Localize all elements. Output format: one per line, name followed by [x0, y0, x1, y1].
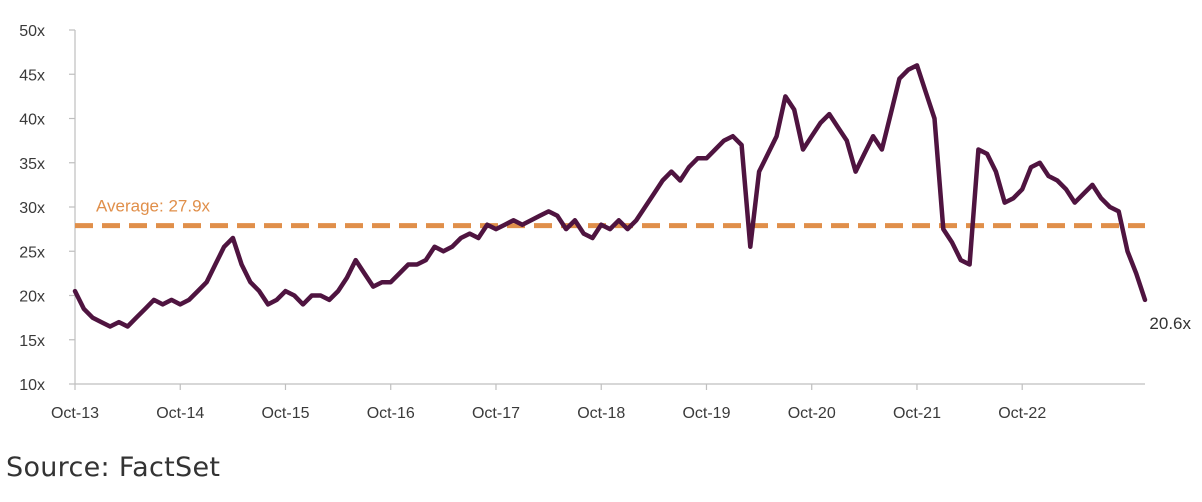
y-tick-label: 30x — [19, 200, 45, 217]
x-tick-label: Oct-19 — [682, 405, 730, 422]
y-tick-label: 25x — [19, 244, 45, 261]
chart: 10x 15x 20x 25x 30x 35x 40x 45x 50x Oct-13 Oct-14… — [19, 23, 1191, 422]
x-tick-label: Oct-16 — [367, 405, 415, 422]
y-tick-label: 15x — [19, 333, 45, 350]
x-tick-label: Oct-15 — [261, 405, 309, 422]
x-tick-label: Oct-20 — [788, 405, 836, 422]
x-tick-label: Oct-22 — [998, 405, 1046, 422]
y-axis: 10x 15x 20x 25x 30x 35x 40x 45x 50x — [19, 23, 76, 394]
source-note: Source: FactSet — [6, 452, 221, 483]
y-tick-label: 50x — [19, 23, 45, 40]
x-tick-label: Oct-13 — [51, 405, 99, 422]
x-axis: Oct-13 Oct-14 Oct-15 Oct-16 Oct-17 Oct-18 Oct-… — [51, 383, 1145, 422]
end-value-label: 20.6x — [1149, 314, 1191, 333]
y-tick-label: 45x — [19, 67, 45, 84]
average-label: Average: 27.9x — [96, 197, 211, 216]
x-tick-label: Oct-17 — [472, 405, 520, 422]
x-tick-label: Oct-18 — [577, 405, 625, 422]
y-tick-label: 20x — [19, 289, 45, 306]
series-line — [72, 63, 1148, 329]
y-tick-label: 40x — [19, 112, 45, 129]
y-tick-label: 35x — [19, 156, 45, 173]
y-tick-label: 10x — [19, 377, 45, 394]
x-tick-label: Oct-21 — [893, 405, 941, 422]
x-tick-label: Oct-14 — [156, 405, 204, 422]
